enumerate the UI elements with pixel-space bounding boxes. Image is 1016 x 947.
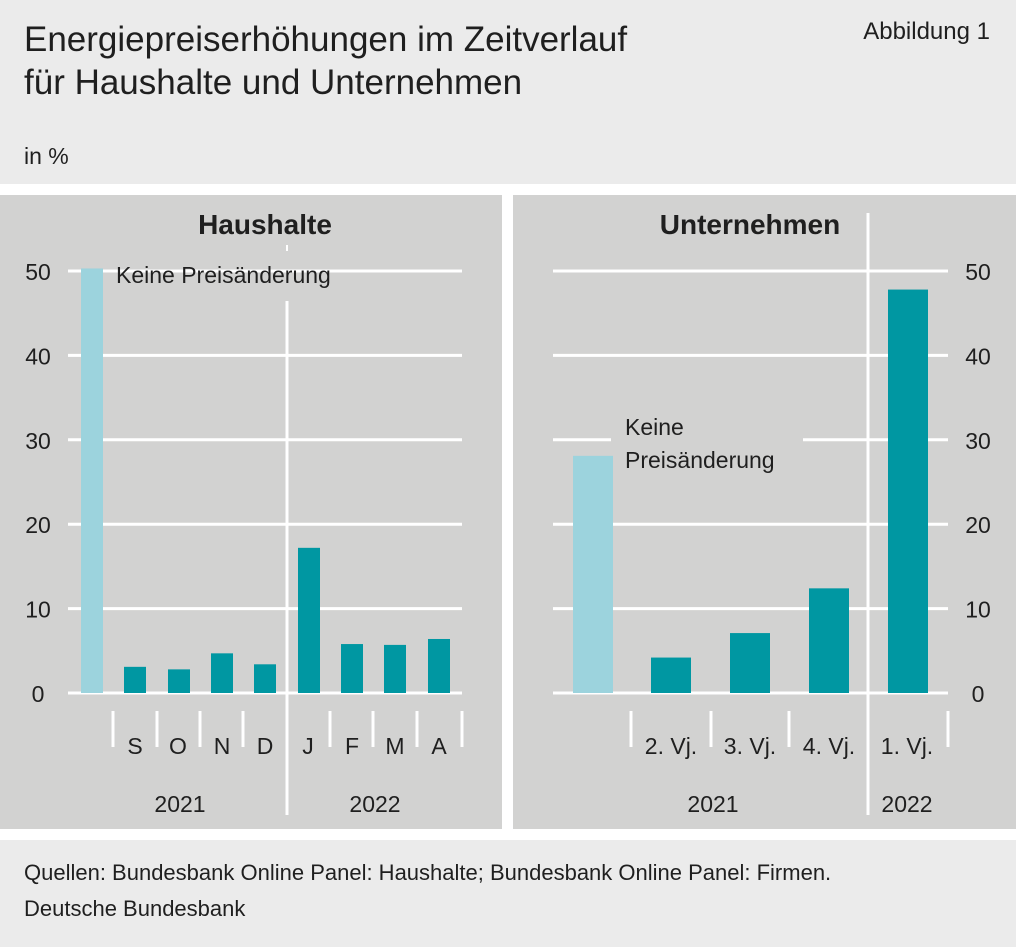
bar-keine-preisaenderung [573,455,613,693]
title-line-2: für Haushalte und Unternehmen [24,63,523,102]
y-tick-label: 40 [25,343,51,369]
panel-title: Haushalte [198,209,332,240]
bar-keine-preisaenderung [81,268,103,693]
y-tick-label: 50 [965,259,991,285]
bar-F [341,644,363,693]
year-label: 2021 [687,791,738,817]
x-tick-label: 1. Vj. [881,733,933,759]
footer: Quellen: Bundesbank Online Panel: Hausha… [24,855,831,927]
year-label: 2021 [154,791,205,817]
x-tick-label: J [302,733,314,759]
unit-label: in % [24,143,69,169]
bar-annotation-line-2: Preisänderung [625,447,775,473]
bar-2-vj [651,657,691,693]
x-tick-label: M [385,733,404,759]
bar-A [428,638,450,693]
chart-title: Energiepreiserhöhungen im Zeitverlauf fü… [24,18,627,104]
bar-J [298,547,320,693]
x-tick-label: O [169,733,187,759]
bar-1-vj [888,289,928,693]
x-tick-label: 4. Vj. [803,733,855,759]
year-label: 2022 [881,791,932,817]
x-tick-label: 3. Vj. [724,733,776,759]
y-tick-label: 30 [25,428,51,454]
panel-title: Unternehmen [660,209,840,240]
y-tick-label: 0 [32,681,45,707]
title-line-1: Energiepreiserhöhungen im Zeitverlauf [24,20,628,59]
bar-D [254,664,276,693]
x-tick-label: A [431,733,447,759]
haushalte-panel: Haushalte 0 10 20 30 40 50 Keine Preisänderung S… [0,195,502,829]
bar-annotation-line-1: Keine [625,414,684,440]
bar-4-vj [809,588,849,693]
panel-separator [502,184,513,840]
y-tick-label: 20 [965,512,991,538]
y-tick-label: 40 [965,343,991,369]
bar-O [168,669,190,693]
x-tick-label: N [214,733,231,759]
y-tick-label: 20 [25,512,51,538]
x-tick-label: F [345,733,359,759]
panel-background [0,195,502,829]
unternehmen-panel: Unternehmen 0 10 20 30 40 50 Keine Preisänderung… [513,195,1016,829]
bar-N [211,653,233,693]
y-tick-label: 10 [965,597,991,623]
source-note: Quellen: Bundesbank Online Panel: Hausha… [24,860,832,885]
figure-label: Abbildung 1 [863,18,990,45]
y-tick-label: 0 [972,681,985,707]
publisher-note: Deutsche Bundesbank [24,896,246,921]
y-tick-label: 10 [25,597,51,623]
bar-annotation: Keine Preisänderung [116,262,331,288]
x-tick-label: 2. Vj. [645,733,697,759]
y-tick-label: 30 [965,428,991,454]
y-tick-label: 50 [25,259,51,285]
x-tick-label: S [127,733,142,759]
bar-S [124,666,146,693]
bar-M [384,644,406,693]
bar-3-vj [730,633,770,693]
year-label: 2022 [349,791,400,817]
x-tick-label: D [257,733,274,759]
